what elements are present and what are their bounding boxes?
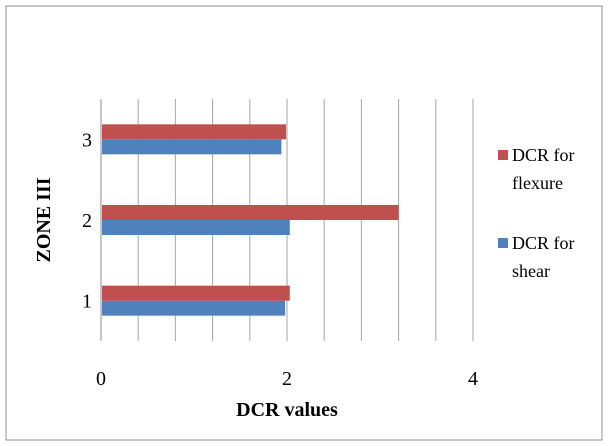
y-tick-label-2: 2 <box>82 210 92 232</box>
legend: DCR for flexure DCR for shear <box>498 145 575 281</box>
y-axis-title: ZONE III <box>33 177 55 262</box>
x-tick-label-2: 2 <box>282 368 292 390</box>
x-tick-label-0: 0 <box>96 368 106 390</box>
bar-flexure-cat-1 <box>102 285 290 301</box>
bar-shear-cat-3 <box>102 139 282 155</box>
x-tick-labels: 0 2 4 <box>96 368 478 390</box>
legend-label-flexure-line2: flexure <box>512 173 563 193</box>
x-axis-title: DCR values <box>236 399 338 421</box>
bar-shear-cat-2 <box>102 220 290 235</box>
legend-swatch-flexure <box>498 150 508 160</box>
bar-flexure-cat-2 <box>102 205 399 220</box>
y-tick-label-1: 1 <box>82 291 92 313</box>
legend-swatch-shear <box>498 238 508 248</box>
x-tick-label-4: 4 <box>468 368 478 390</box>
bar-shear-cat-1 <box>102 300 286 316</box>
legend-label-flexure-line1: DCR for <box>512 145 575 165</box>
bars <box>102 124 399 316</box>
y-tick-label-3: 3 <box>82 129 92 151</box>
legend-label-shear-line1: DCR for <box>512 233 575 253</box>
bar-flexure-cat-3 <box>102 124 287 140</box>
legend-label-shear-line2: shear <box>512 261 550 281</box>
y-tick-labels: 1 2 3 <box>82 129 92 312</box>
